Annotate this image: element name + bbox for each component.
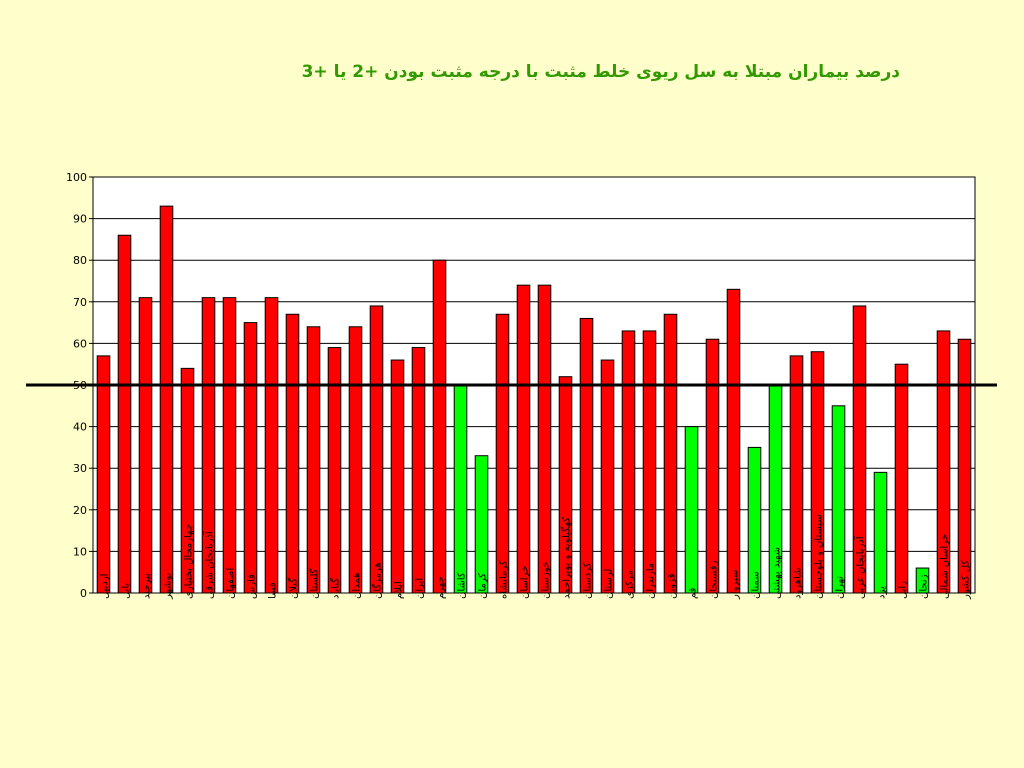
x-tick-label: کهگیلویه و بویراحمد: [561, 517, 573, 599]
y-tick-label: 80: [73, 254, 87, 267]
x-tick-label: کردستان: [583, 562, 594, 599]
x-tick-label: کرمانشاه: [499, 560, 510, 599]
bar-2: [117, 234, 132, 594]
bar-39: [894, 363, 909, 594]
bar-38: [873, 471, 888, 594]
x-tick-label: شهید بهشتی: [772, 547, 783, 599]
bar-35: [810, 351, 825, 594]
bar-29: [684, 426, 699, 594]
bar-31: [726, 288, 741, 594]
x-tick-label: چهارمحال بختیاری: [184, 524, 195, 599]
bar-30: [705, 338, 720, 594]
x-tick-label: بابل: [121, 583, 132, 599]
x-tick-label: قزوین: [667, 573, 678, 599]
bar-1: [96, 355, 111, 594]
x-tick-label: لرستان: [604, 569, 615, 599]
bar-17: [432, 259, 447, 594]
bar-41: [936, 330, 951, 594]
x-tick-label: هرمزگان: [372, 562, 384, 599]
x-tick-label: ایلام: [394, 581, 405, 599]
x-tick-label: خوزستان: [541, 561, 552, 599]
x-tick-label: گناباد: [330, 578, 342, 599]
x-tick-label: گیلان: [288, 578, 300, 599]
x-tick-label: کرمان: [478, 573, 489, 599]
bar-6: [201, 297, 216, 594]
x-tick-label: اردبیل: [100, 574, 111, 599]
bar-8: [243, 322, 258, 594]
x-tick-label: زابل: [898, 581, 909, 599]
x-tick-label: مرکزی: [625, 570, 636, 599]
bar-7: [222, 297, 237, 594]
bar-21: [516, 284, 531, 594]
bar-23: [558, 376, 573, 594]
bar-36: [831, 405, 846, 594]
bar-9: [264, 297, 279, 594]
x-tick-label: سبزوار: [730, 570, 741, 600]
x-tick-label: سمنان: [751, 571, 762, 599]
x-tick-label: همدان: [352, 573, 363, 599]
bar-28: [663, 313, 678, 594]
x-tick-label: قم: [688, 587, 699, 599]
x-tick-label: زنجان: [919, 574, 930, 599]
bar-34: [789, 355, 804, 594]
bar-15: [390, 359, 405, 594]
bar-11: [306, 326, 321, 594]
x-tick-label: گلستان: [309, 568, 321, 599]
bar-19: [474, 455, 489, 594]
bar-42: [957, 338, 972, 594]
x-tick-label: رفسنجان: [709, 560, 720, 599]
x-tick-label: کل کشور: [961, 560, 972, 600]
bar-12: [327, 347, 342, 594]
x-tick-label: بوشهر: [163, 573, 174, 600]
x-tick-label: ایران: [415, 578, 426, 599]
y-tick-label: 70: [73, 296, 87, 309]
y-tick-label: 40: [73, 421, 87, 434]
bar-37: [852, 305, 867, 594]
bar-27: [642, 330, 657, 594]
x-tick-label: فارس: [247, 574, 258, 599]
x-tick-label: شاهرود: [793, 568, 804, 600]
bar-22: [537, 284, 552, 594]
y-tick-label: 100: [66, 171, 87, 184]
x-tick-label: مازندران: [646, 563, 657, 599]
bar-14: [369, 305, 384, 594]
bar-3: [138, 297, 153, 594]
slide-title: درصد بیماران مبتلا به سل ریوی خلط مثبت ب…: [301, 62, 900, 82]
x-tick-label: فسا: [268, 582, 279, 599]
bar-13: [348, 326, 363, 594]
bar-25: [600, 359, 615, 594]
y-tick-label: 60: [73, 337, 87, 350]
x-tick-label: جهرم: [436, 577, 447, 600]
bar-24: [579, 317, 594, 594]
y-tick-label: 90: [73, 213, 87, 226]
bar-40: [915, 567, 930, 594]
bar-20: [495, 313, 510, 594]
bar-4: [159, 205, 174, 594]
bar-10: [285, 313, 300, 594]
x-tick-label: تهران: [835, 576, 846, 599]
y-tick-label: 20: [73, 504, 87, 517]
bar-32: [747, 446, 762, 594]
y-tick-label: 10: [73, 545, 87, 558]
bar-26: [621, 330, 636, 594]
x-tick-label: یزد: [877, 586, 888, 599]
bar-18: [453, 384, 468, 594]
x-tick-label: خراسان: [520, 566, 531, 599]
x-tick-label: آذربایجان شرقی: [203, 530, 216, 599]
x-tick-label: اصفهان: [226, 568, 237, 599]
y-tick-label: 30: [73, 462, 87, 475]
x-tick-label: کاشان: [457, 572, 468, 599]
y-tick-label: 0: [80, 587, 87, 600]
bar-16: [411, 347, 426, 594]
x-tick-label: بیرجند: [142, 573, 153, 599]
x-tick-label: سیستان و بلوچستان: [814, 514, 825, 599]
bar-5: [180, 367, 195, 594]
x-tick-label: آذربایجان غربی: [854, 535, 867, 599]
x-tick-label: خراسان شمالی: [940, 534, 951, 599]
